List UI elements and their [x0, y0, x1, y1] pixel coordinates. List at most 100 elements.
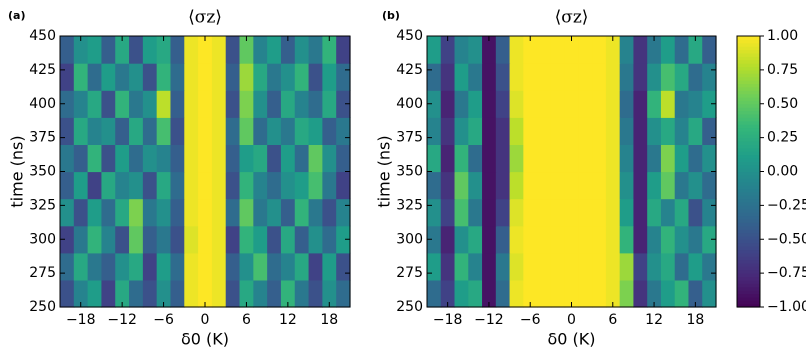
heatmap-cell: [633, 144, 648, 173]
heatmap-cell: [482, 36, 497, 64]
heatmap-cell: [60, 144, 75, 173]
y-axis-label: time (ns): [8, 135, 27, 207]
heatmap-cell: [87, 63, 103, 91]
heatmap-cell: [322, 198, 337, 227]
x-tick-label: 0: [201, 312, 210, 328]
heatmap-cell: [550, 36, 566, 64]
x-tick-label: 12: [279, 312, 297, 328]
heatmap-cell: [537, 225, 552, 254]
x-tick-label: 0: [567, 312, 576, 328]
heatmap-cell: [73, 90, 89, 118]
heatmap-cell: [495, 144, 511, 173]
colorbar-slice: [737, 286, 760, 291]
heatmap-cell: [427, 90, 442, 118]
heatmap-cell: [253, 36, 268, 64]
heatmap-cell: [322, 252, 337, 281]
colorbar-tick-label: −1.00: [767, 299, 806, 315]
heatmap-cell: [87, 36, 103, 64]
heatmap-cell: [294, 36, 310, 64]
heatmap-cell: [101, 90, 116, 118]
heatmap-cell: [101, 63, 116, 91]
heatmap-cell: [253, 144, 268, 173]
heatmap-cell: [239, 279, 254, 308]
heatmap-cell: [73, 171, 89, 200]
heatmap-cell: [564, 279, 579, 308]
heatmap-cell: [87, 90, 103, 118]
heatmap: [60, 36, 351, 308]
heatmap-cell: [523, 36, 538, 64]
heatmap-cell: [87, 144, 103, 173]
x-tick-label: 18: [320, 312, 338, 328]
heatmap-cell: [427, 198, 442, 227]
colorbar-slice: [737, 201, 760, 206]
colorbar-slice: [737, 181, 760, 186]
heatmap-cell: [647, 90, 662, 118]
colorbar-slice: [737, 93, 760, 98]
heatmap-cell: [239, 36, 254, 64]
heatmap-cell: [253, 198, 268, 227]
heatmap-cell: [294, 90, 310, 118]
heatmap-cell: [509, 63, 524, 91]
colorbar-slice: [737, 151, 760, 156]
colorbar-slice: [737, 69, 760, 74]
heatmap-cell: [702, 252, 717, 281]
colorbar-slice: [737, 205, 760, 210]
colorbar-slice: [737, 296, 760, 301]
heatmap-cell: [211, 36, 227, 64]
y-tick-label: 300: [29, 231, 56, 247]
colorbar-slice: [737, 293, 760, 298]
colorbar-slice: [737, 188, 760, 193]
heatmap-cell: [280, 171, 296, 200]
x-axis-label: δ0 (K): [547, 330, 595, 349]
heatmap-cell: [495, 198, 511, 227]
heatmap-cell: [619, 144, 635, 173]
heatmap-cell: [482, 252, 497, 281]
heatmap-cell: [523, 144, 538, 173]
heatmap-cell: [101, 171, 116, 200]
colorbar-tick-label: −0.75: [767, 265, 806, 281]
heatmap-cell: [73, 252, 89, 281]
heatmap-cell: [280, 36, 296, 64]
heatmap-cell: [101, 279, 116, 308]
heatmap-cell: [308, 63, 323, 91]
heatmap-cell: [647, 144, 662, 173]
heatmap-cell: [482, 225, 497, 254]
x-tick-label: 6: [242, 312, 251, 328]
heatmap-cell: [336, 36, 351, 64]
heatmap-cell: [308, 225, 323, 254]
y-tick-label: 375: [396, 130, 423, 146]
colorbar-slice: [737, 144, 760, 149]
colorbar-slice: [737, 80, 760, 85]
heatmap-cell: [225, 198, 241, 227]
chart-title: ⟨σz⟩: [555, 8, 589, 28]
heatmap-cell: [495, 63, 511, 91]
heatmap-cell: [115, 63, 130, 91]
heatmap-cell: [688, 171, 703, 200]
colorbar-slice: [737, 218, 760, 223]
heatmap-cell: [129, 252, 144, 281]
heatmap-cell: [280, 144, 296, 173]
heatmap-cell: [239, 225, 254, 254]
heatmap-cell: [198, 171, 213, 200]
heatmap-cell: [211, 63, 227, 91]
heatmap-cell: [142, 252, 158, 281]
heatmap-cell: [73, 144, 89, 173]
heatmap-cell: [440, 144, 456, 173]
heatmap-cell: [239, 117, 254, 145]
heatmap-cell: [482, 171, 497, 200]
colorbar-slice: [737, 168, 760, 173]
heatmap-cell: [592, 90, 607, 118]
colorbar-slice: [737, 300, 760, 305]
heatmap-cell: [550, 144, 566, 173]
heatmap-cell: [509, 144, 524, 173]
heatmap-cell: [60, 225, 75, 254]
heatmap-cell: [550, 279, 566, 308]
heatmap-cell: [592, 198, 607, 227]
heatmap-cell: [440, 171, 456, 200]
heatmap-cell: [509, 117, 524, 145]
heatmap-cell: [660, 225, 676, 254]
heatmap-cell: [60, 36, 75, 64]
heatmap-cell: [198, 198, 213, 227]
y-tick-label: 450: [396, 28, 423, 44]
